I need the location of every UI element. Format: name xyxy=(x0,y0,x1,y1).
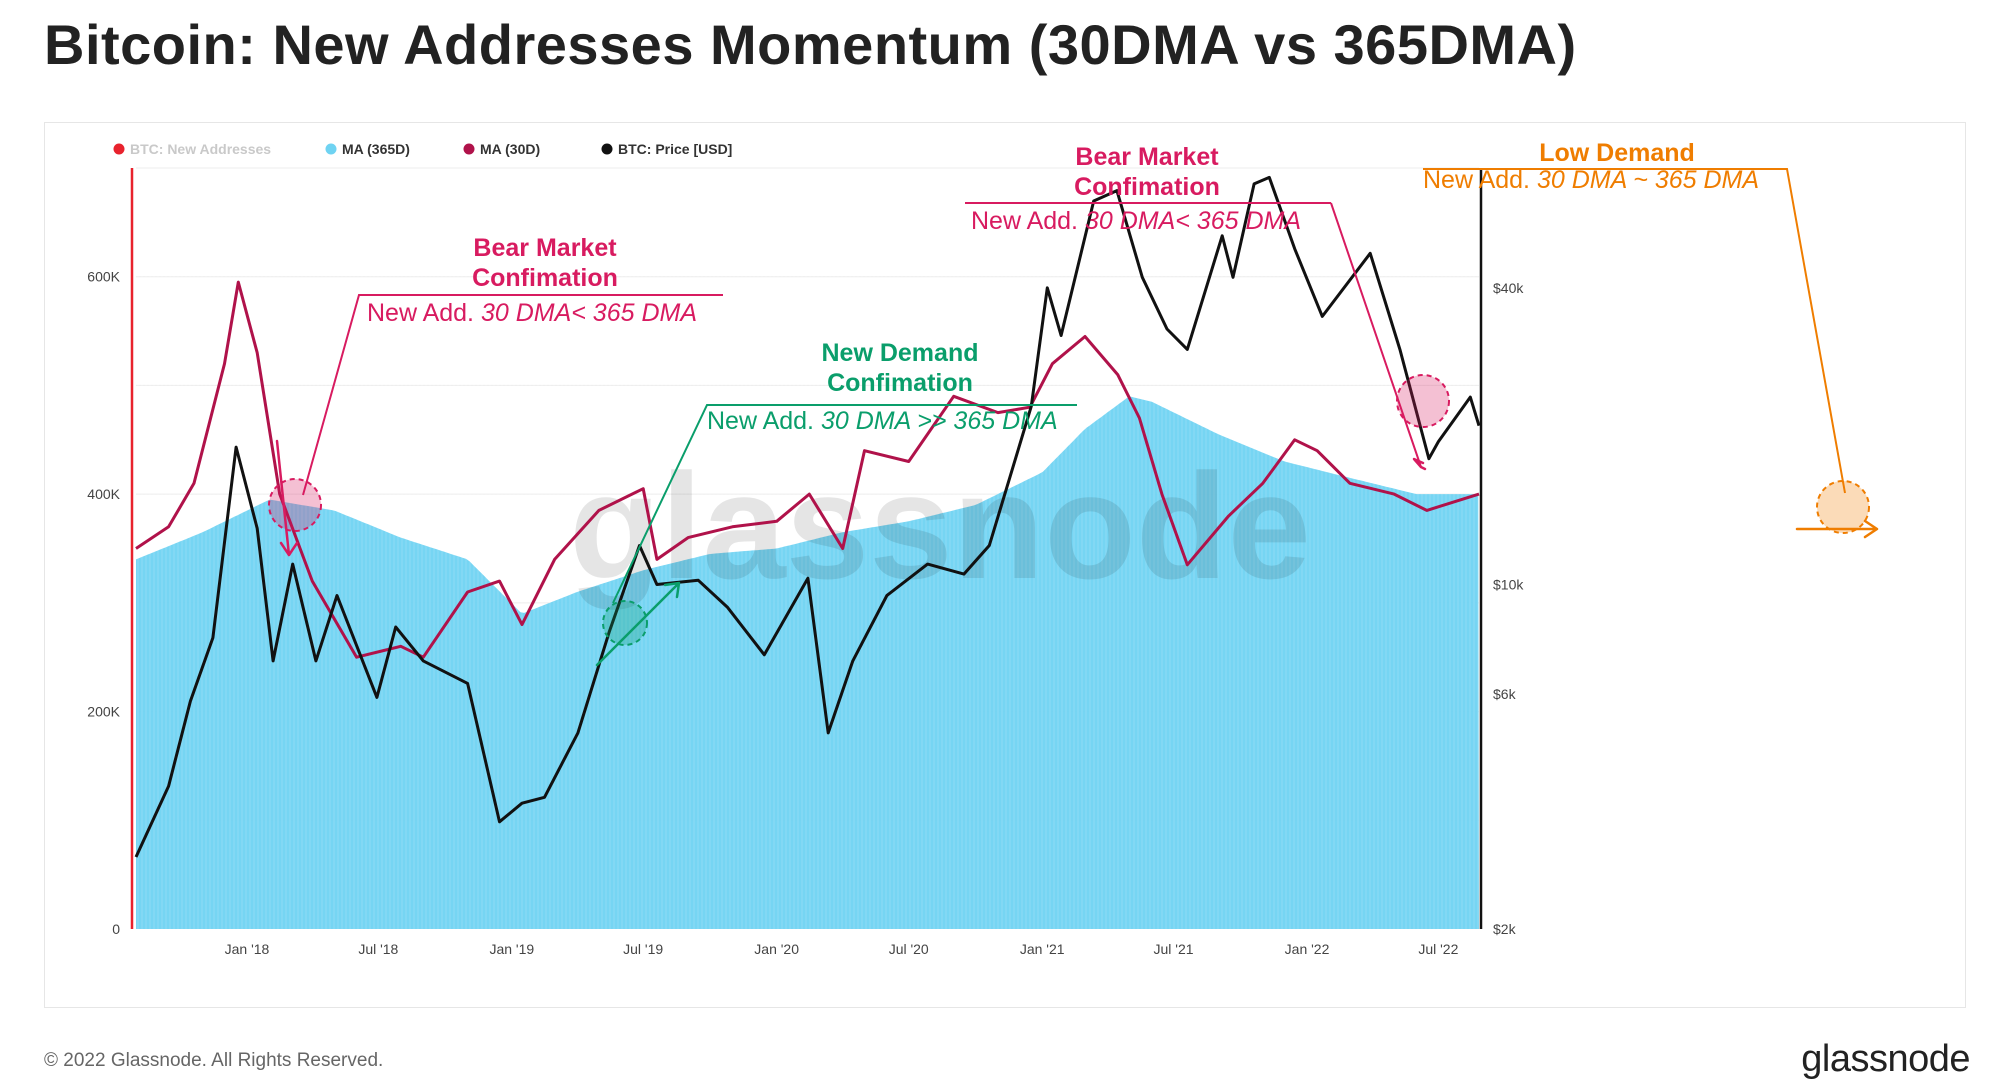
axis-layer: 0 200K 400K 600K $2k $6k $10k $40k Jan '18 Jul '1… xyxy=(87,168,1524,957)
ma30-line xyxy=(135,280,1480,659)
annotation-highlight xyxy=(1816,480,1870,534)
y-right-tick-label: $10k xyxy=(1493,577,1524,593)
y-left-tick-label: 400K xyxy=(87,486,120,502)
x-tick-label: Jan '21 xyxy=(1020,941,1065,957)
annotation-subtitle: New Add. 30 DMA< 365 DMA xyxy=(367,299,697,327)
y-left-tick-label: 0 xyxy=(112,921,120,937)
y-left-tick-label: 200K xyxy=(87,704,120,720)
chart-title: Bitcoin: New Addresses Momentum (30DMA v… xyxy=(44,13,1577,76)
annotation-arrow xyxy=(595,581,681,667)
x-tick-label: Jul '22 xyxy=(1418,941,1458,957)
annotation-leader xyxy=(302,294,723,496)
y-right-tick-label: $2k xyxy=(1493,921,1517,937)
legend-label: MA (30D) xyxy=(480,141,540,157)
y-left-tick-label: 600K xyxy=(87,269,120,285)
ma365-area xyxy=(136,396,1479,929)
annotation-title: Low Demand xyxy=(1539,139,1695,167)
x-tick-label: Jan '22 xyxy=(1285,941,1330,957)
legend-label: BTC: Price [USD] xyxy=(618,141,732,157)
annotation-highlight xyxy=(602,600,648,646)
legend-marker xyxy=(113,143,125,155)
annotation-subtitle: New Add. 30 DMA ~ 365 DMA xyxy=(1423,166,1759,194)
chart-svg: glassnode 0 200K 400K 600K $2k $6k $10k $40k Jan… xyxy=(87,139,1879,957)
annotation-title: Confimation xyxy=(472,264,618,292)
x-tick-label: Jul '20 xyxy=(889,941,929,957)
legend-marker xyxy=(601,143,613,155)
annotation-arrow xyxy=(275,439,299,557)
legend-marker xyxy=(463,143,475,155)
legend-label: BTC: New Addresses xyxy=(130,141,271,157)
chart-frame: glassnode 0 200K 400K 600K $2k $6k $10k $40k Jan… xyxy=(44,122,1966,1008)
annotation-leader xyxy=(612,404,1077,604)
annotation-subtitle: New Add. 30 DMA >> 365 DMA xyxy=(707,407,1058,435)
y-right-tick-label: $6k xyxy=(1493,686,1517,702)
x-tick-label: Jan '19 xyxy=(489,941,534,957)
price-line xyxy=(134,175,1481,858)
x-tick-label: Jan '20 xyxy=(754,941,799,957)
annotation-highlight xyxy=(1396,374,1450,428)
annotation-leader xyxy=(1423,168,1846,494)
annotation-highlight xyxy=(268,478,322,532)
x-tick-label: Jul '18 xyxy=(358,941,398,957)
legend-label: MA (365D) xyxy=(342,141,410,157)
y-right-tick-label: $40k xyxy=(1493,280,1524,296)
glassnode-logo: glassnode xyxy=(1801,1038,1970,1080)
annotation-title: New Demand xyxy=(822,339,979,367)
x-tick-label: Jan '18 xyxy=(225,941,270,957)
legend-marker xyxy=(325,143,337,155)
annotation-title: Bear Market xyxy=(1075,143,1219,171)
annotation-title: Confimation xyxy=(1074,173,1220,201)
annotation-title: Confimation xyxy=(827,369,973,397)
annotation-arrow xyxy=(1795,519,1879,539)
watermark: glassnode xyxy=(569,442,1311,610)
annotation-subtitle: New Add. 30 DMA< 365 DMA xyxy=(971,207,1301,235)
legend: BTC: New Addresses MA (365D) MA (30D) BTC: … xyxy=(113,141,732,157)
line-layer xyxy=(134,175,1481,858)
annotation-title: Bear Market xyxy=(473,234,617,262)
x-tick-label: Jul '19 xyxy=(623,941,663,957)
annotation-leader xyxy=(965,202,1422,468)
copyright: © 2022 Glassnode. All Rights Reserved. xyxy=(44,1050,384,1071)
x-tick-label: Jul '21 xyxy=(1154,941,1194,957)
annotation-arrow xyxy=(1412,457,1427,471)
